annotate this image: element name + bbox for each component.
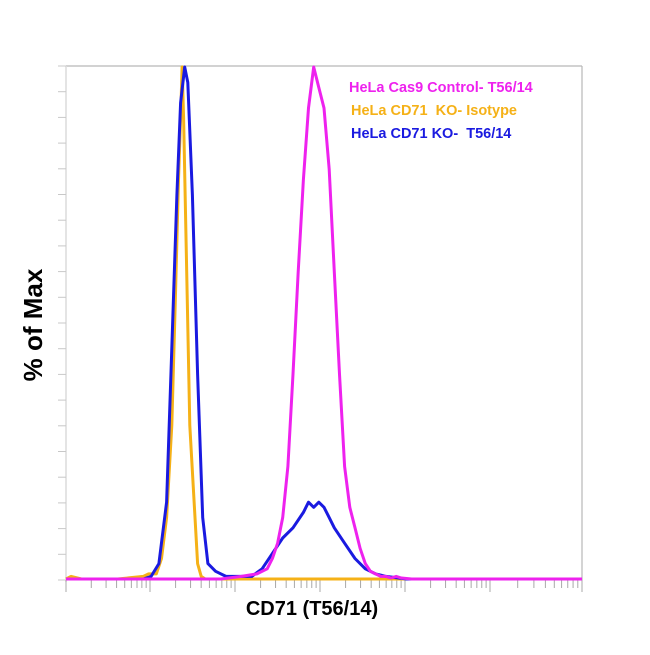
x-axis-label: CD71 (T56/14) [246, 598, 378, 620]
series-line [66, 65, 582, 581]
series-line [66, 65, 582, 581]
plot-frame [65, 65, 583, 582]
x-axis-ticks [65, 580, 583, 592]
y-axis-label: % of Max [18, 268, 48, 381]
legend-item-cas9-control: HeLa Cas9 Control- T56/14 [349, 80, 533, 96]
legend-item-cd71-ko-t56: HeLa CD71 KO- T56/14 [351, 126, 511, 142]
y-axis-ticks [58, 65, 66, 581]
series-line [65, 65, 582, 581]
legend: HeLa Cas9 Control- T56/14 HeLa CD71 KO- … [349, 80, 533, 142]
series-layer [65, 65, 582, 581]
legend-item-cd71-ko-isotype: HeLa CD71 KO- Isotype [351, 103, 517, 119]
